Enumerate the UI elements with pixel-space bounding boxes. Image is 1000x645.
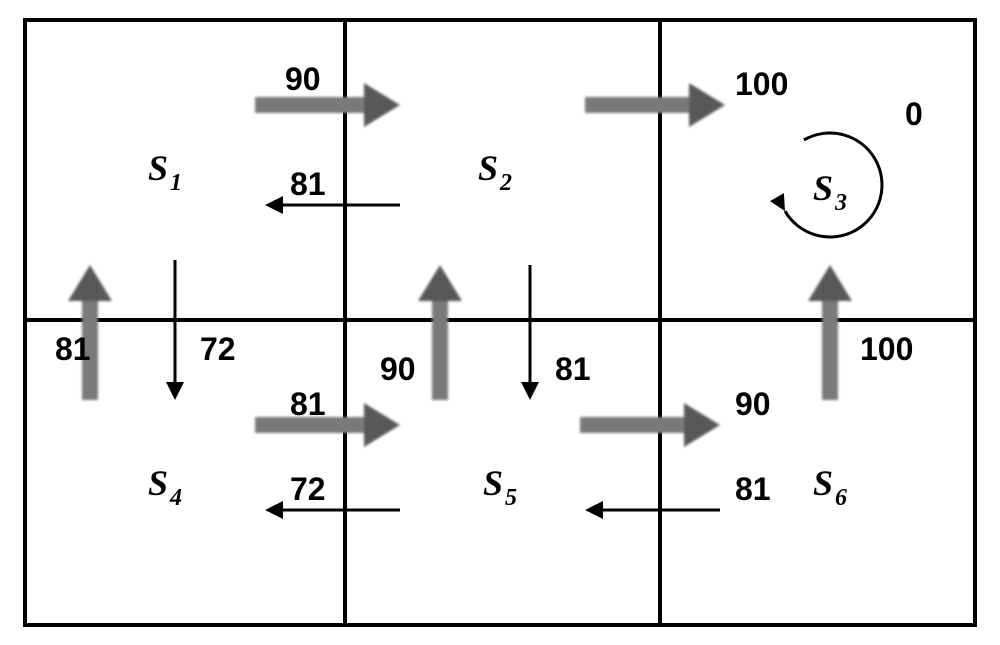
svg-text:S4: S4 [148,463,182,511]
thick-arrow-s4-s5-thick [255,403,400,447]
thick-arrow-s2-s3-thick [585,83,725,127]
state-s2-index: 2 [499,170,512,196]
diagram-container: 908110008172908110081729081 S1S2S3S4S5S6 [0,0,1000,645]
state-s5-index: 5 [505,485,517,511]
thin-arrow-s6-s5-thin [585,501,720,519]
state-s6-index: 6 [835,485,847,511]
state-s4: S4 [148,463,182,511]
value-label-s3-loop: 0 [905,96,923,132]
value-label-s2-s1-thin: 81 [290,166,326,202]
state-s5-symbol: S [483,463,503,503]
state-s1-index: 1 [170,170,182,196]
state-s4-index: 4 [169,485,182,511]
value-label-s5-s6-thick: 90 [735,386,771,422]
value-label-s4-s5-thick: 81 [290,386,326,422]
state-s2: S2 [478,148,512,196]
thick-arrow-s5-s2-thick [418,265,462,400]
state-s6: S6 [813,463,847,511]
state-s1-symbol: S [148,148,168,188]
value-label-s5-s2-thick: 90 [380,351,416,387]
thin-arrow-s1-s4-thin [166,260,184,400]
value-label-s6-s3-thick: 100 [860,331,913,367]
svg-text:S1: S1 [148,148,182,196]
svg-text:S3: S3 [813,168,847,216]
thick-arrow-s5-s6-thick [580,403,720,447]
state-s3-index: 3 [834,190,847,216]
state-s5: S5 [483,463,517,511]
state-diagram-svg: 908110008172908110081729081 S1S2S3S4S5S6 [0,0,1000,645]
svg-text:S6: S6 [813,463,847,511]
value-label-s1-s4-thin: 72 [200,331,236,367]
value-label-s2-s5-thin: 81 [555,351,591,387]
thin-arrow-s5-s4-thin [265,501,400,519]
value-label-s4-s1-thick: 81 [55,331,91,367]
thin-arrow-s2-s5-thin [521,265,539,400]
thick-arrow-s6-s3-thick [808,265,852,400]
state-s2-symbol: S [478,148,498,188]
state-s4-symbol: S [148,463,168,503]
state-s3: S3 [813,168,847,216]
svg-text:S2: S2 [478,148,512,196]
value-label-s5-s4-thin: 72 [290,471,326,507]
value-label-s2-s3-thick: 100 [735,66,788,102]
value-label-s6-s5-thin: 81 [735,471,771,507]
value-label-s1-s2-thick: 90 [285,61,321,97]
loop-arc-icon [785,133,882,237]
thick-arrow-s1-s2-thick [255,83,400,127]
state-s1: S1 [148,148,182,196]
thin-arrow-s2-s1-thin [265,196,400,214]
state-s6-symbol: S [813,463,833,503]
svg-text:S5: S5 [483,463,517,511]
state-s3-symbol: S [813,168,833,208]
